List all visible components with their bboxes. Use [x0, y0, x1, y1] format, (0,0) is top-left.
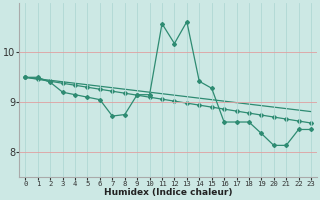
X-axis label: Humidex (Indice chaleur): Humidex (Indice chaleur): [104, 188, 232, 197]
